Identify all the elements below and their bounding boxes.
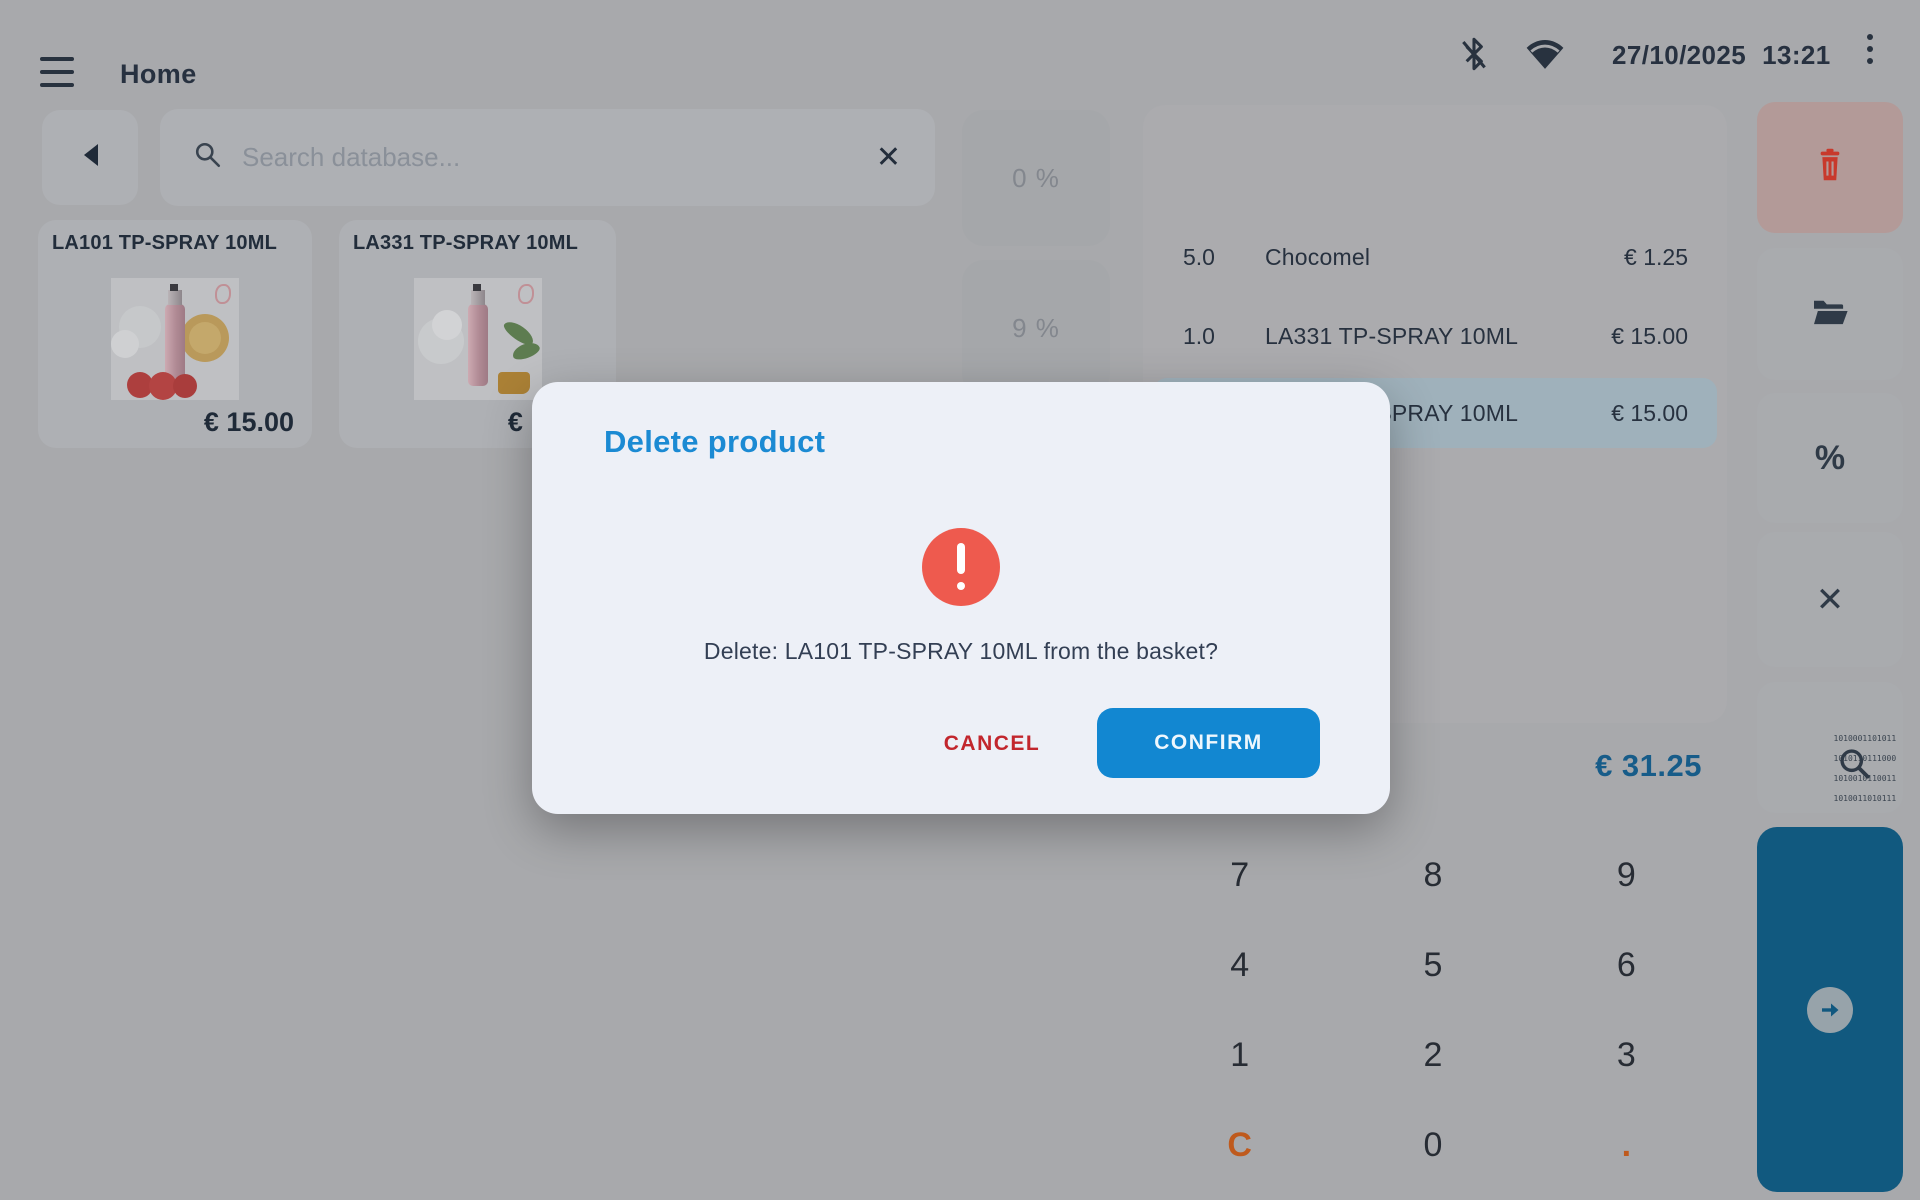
row-price: € 15.00: [1611, 322, 1688, 349]
key-9[interactable]: 9: [1616, 855, 1636, 894]
trash-icon: [1815, 148, 1845, 187]
cancel-button[interactable]: CANCEL: [943, 732, 1041, 755]
search-input[interactable]: [240, 141, 858, 174]
open-order-button[interactable]: [1757, 248, 1903, 380]
product-card-la101[interactable]: LA101 TP-SPRAY 10ML € 15.00: [38, 220, 312, 448]
overflow-menu-icon[interactable]: [1866, 34, 1874, 64]
delete-item-button[interactable]: [1757, 102, 1903, 233]
page-title: Home: [120, 59, 197, 89]
delete-product-dialog: Delete product Delete: LA101 TP-SPRAY 10…: [532, 382, 1390, 814]
exclamation-circle-icon: [922, 528, 1000, 606]
numeric-keypad: 7 8 9 4 5 6 1 2 3 C 0 .: [1143, 830, 1723, 1190]
key-8[interactable]: 8: [1423, 855, 1443, 894]
wifi-icon: [1524, 38, 1566, 75]
triangle-left-icon: [80, 142, 100, 173]
back-button[interactable]: [42, 110, 138, 205]
product-name: LA331 TP-SPRAY 10ML: [353, 232, 578, 254]
folder-open-icon: [1810, 296, 1850, 333]
key-1[interactable]: 1: [1230, 1035, 1250, 1074]
checkout-button[interactable]: [1757, 827, 1903, 1192]
datetime: 27/10/2025 13:21: [1612, 40, 1831, 71]
row-price: € 1.25: [1624, 243, 1688, 270]
row-qty: 5.0: [1183, 243, 1215, 270]
search-icon: [194, 141, 222, 174]
arrow-right-icon: [1807, 986, 1853, 1033]
hamburger-menu-icon[interactable]: [40, 57, 74, 87]
basket-total: € 31.25: [1595, 748, 1702, 783]
key-decimal[interactable]: .: [1621, 1125, 1632, 1164]
vat-9-button[interactable]: 9 %: [962, 260, 1110, 396]
basket-row[interactable]: 5.0 Chocomel € 1.25: [1153, 222, 1717, 292]
status-icons: [1458, 36, 1566, 77]
key-2[interactable]: 2: [1423, 1035, 1443, 1074]
product-name: LA101 TP-SPRAY 10ML: [52, 232, 277, 254]
product-image: [413, 278, 542, 400]
product-image: [111, 278, 239, 400]
key-5[interactable]: 5: [1423, 945, 1443, 984]
key-0[interactable]: 0: [1423, 1125, 1443, 1164]
row-name: LA331 TP-SPRAY 10ML: [1265, 322, 1519, 349]
time-label: 13:21: [1762, 40, 1831, 70]
key-clear[interactable]: C: [1227, 1125, 1252, 1164]
dialog-title: Delete product: [604, 424, 826, 459]
honey-blob: [497, 372, 530, 394]
key-6[interactable]: 6: [1616, 945, 1636, 984]
row-qty: 1.0: [1183, 322, 1215, 349]
clear-search-icon[interactable]: ✕: [875, 140, 901, 174]
basket-row[interactable]: 1.0 LA331 TP-SPRAY 10ML € 15.00: [1153, 301, 1717, 371]
key-4[interactable]: 4: [1230, 945, 1250, 984]
row-price: € 15.00: [1611, 399, 1688, 426]
key-3[interactable]: 3: [1616, 1035, 1636, 1074]
brand-crest-icon: [215, 284, 231, 304]
product-price: € 15.00: [203, 407, 294, 437]
confirm-button[interactable]: CONFIRM: [1097, 708, 1320, 778]
binary-search-icon: 1010001101011 1010110111000 101001011001…: [1833, 733, 1897, 803]
brand-crest-icon: [517, 284, 534, 304]
date-label: 27/10/2025: [1612, 40, 1747, 70]
key-7[interactable]: 7: [1230, 855, 1250, 894]
vat-0-button[interactable]: 0 %: [962, 110, 1110, 246]
clear-button[interactable]: ✕: [1757, 532, 1903, 667]
bluetooth-off-icon: [1458, 36, 1490, 77]
row-name: Chocomel: [1265, 243, 1371, 270]
search-bar: ✕: [160, 109, 935, 206]
dialog-message: Delete: LA101 TP-SPRAY 10ML from the bas…: [703, 638, 1219, 664]
barcode-search-button[interactable]: 1010001101011 1010110111000 101001011001…: [1757, 682, 1903, 813]
discount-button[interactable]: %: [1757, 393, 1903, 523]
